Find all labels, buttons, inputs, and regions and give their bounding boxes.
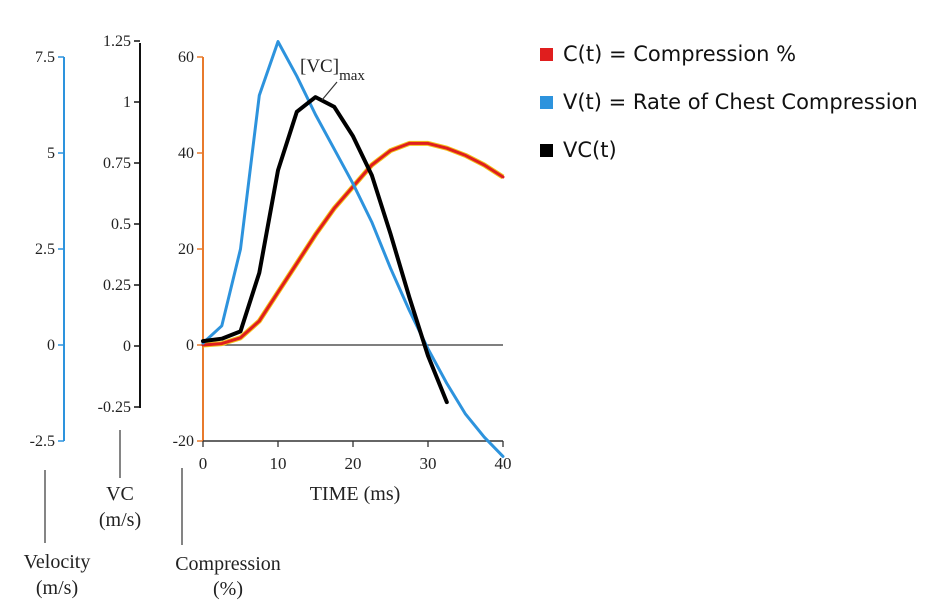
vc-max-pointer bbox=[321, 81, 338, 101]
compression-series-line bbox=[201, 141, 505, 347]
compression-axis-tick-label: 40 bbox=[178, 145, 194, 162]
velocity-axis-tick-label: -2.5 bbox=[30, 433, 55, 450]
legend-label-velocity: V(t) = Rate of Chest Compression bbox=[563, 90, 918, 114]
vc-axis-tick-label: 1 bbox=[123, 94, 131, 111]
x-axis-tick-label: 30 bbox=[420, 454, 437, 473]
velocity-axis-unit: (m/s) bbox=[36, 577, 78, 599]
x-axis-tick-label: 40 bbox=[495, 454, 512, 473]
compression-axis-unit: (%) bbox=[213, 578, 243, 600]
vc-max-annotation: [VC]max bbox=[300, 56, 365, 84]
vc-axis-tick-label: 0.75 bbox=[103, 155, 131, 172]
x-axis-tick-label: 0 bbox=[199, 454, 208, 473]
legend-label-vc: VC(t) bbox=[563, 138, 617, 162]
compression-axis-label: Compression bbox=[175, 553, 281, 575]
compression-axis-tick-label: 60 bbox=[178, 49, 194, 66]
vc-axis-tick-label: 0 bbox=[123, 338, 131, 355]
x-axis-label: TIME (ms) bbox=[310, 483, 401, 505]
legend-label-compression: C(t) = Compression % bbox=[563, 42, 797, 66]
velocity-axis-tick-label: 2.5 bbox=[35, 241, 55, 258]
compression-axis-tick-label: -20 bbox=[173, 433, 194, 450]
vc-axis-tick-label: 0.25 bbox=[103, 277, 131, 294]
vc-series-line bbox=[201, 95, 449, 405]
velocity-series-line bbox=[201, 40, 505, 458]
chart-legend: C(t) = Compression % V(t) = Rate of Ches… bbox=[540, 42, 918, 186]
legend-item-vc: VC(t) bbox=[540, 138, 918, 162]
vc-axis-label: VC bbox=[106, 483, 134, 505]
velocity-axis-tick-label: 5 bbox=[47, 145, 55, 162]
x-axis-tick-label: 10 bbox=[270, 454, 287, 473]
velocity-axis-tick-label: 0 bbox=[47, 337, 55, 354]
legend-item-compression: C(t) = Compression % bbox=[540, 42, 918, 66]
compression-axis-tick-label: 0 bbox=[186, 337, 194, 354]
vc-axis-tick-label: 1.25 bbox=[103, 33, 131, 50]
legend-swatch-velocity bbox=[540, 95, 553, 109]
compression-series-glow bbox=[202, 140, 505, 348]
vc-axis-tick-label: -0.25 bbox=[98, 399, 131, 416]
vc-axis-unit: (m/s) bbox=[99, 509, 141, 531]
legend-swatch-compression bbox=[540, 47, 553, 61]
legend-item-velocity: V(t) = Rate of Chest Compression bbox=[540, 90, 918, 114]
legend-swatch-vc bbox=[540, 143, 553, 157]
velocity-axis-label: Velocity bbox=[24, 551, 91, 573]
vc-axis-tick-label: 0.5 bbox=[111, 216, 131, 233]
x-axis-tick-label: 20 bbox=[345, 454, 362, 473]
compression-axis-tick-label: 20 bbox=[178, 241, 194, 258]
velocity-axis-tick-label: 7.5 bbox=[35, 49, 55, 66]
